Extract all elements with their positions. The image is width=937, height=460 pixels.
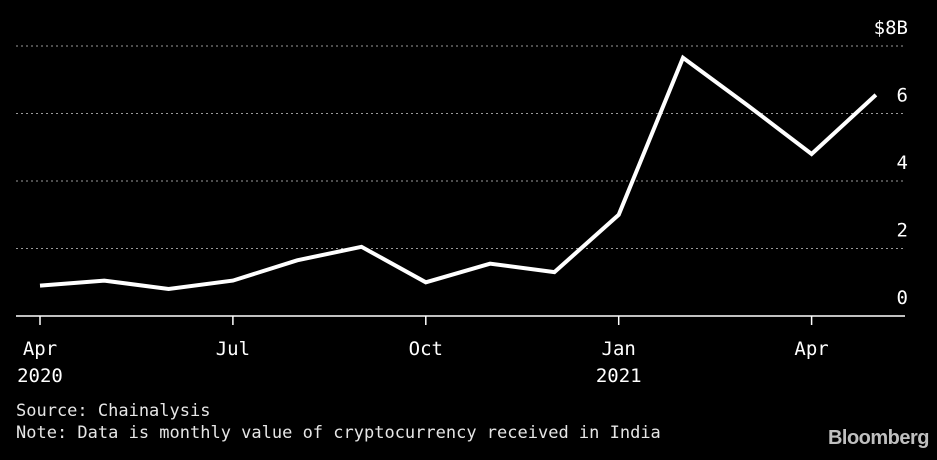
x-tick-label: Apr [794, 338, 828, 360]
x-tick-label: Oct [409, 338, 443, 360]
y-tick-label: 0 [897, 287, 908, 309]
y-tick-label: $8B [874, 17, 908, 39]
y-tick-label: 6 [897, 85, 908, 107]
x-tick-label: Jul [216, 338, 250, 360]
bloomberg-logo: Bloomberg [827, 427, 930, 449]
note-text: Note: Data is monthly value of cryptocur… [16, 423, 661, 443]
line-chart: 0 2 4 6 $8B Apr 2020 Jul Oct Jan 2021 Apr [16, 17, 908, 387]
x-tick-year-label: 2021 [596, 365, 642, 387]
y-tick-label: 2 [897, 220, 908, 242]
source-text: Source: Chainalysis [16, 401, 211, 421]
x-tick-year-label: 2020 [17, 365, 63, 387]
y-tick-label: 4 [897, 152, 908, 174]
x-tick-label: Apr [23, 338, 57, 360]
x-tick-label: Jan [602, 338, 636, 360]
chart-footnotes: Source: Chainalysis Note: Data is monthl… [16, 400, 661, 444]
series-line [39, 54, 878, 292]
